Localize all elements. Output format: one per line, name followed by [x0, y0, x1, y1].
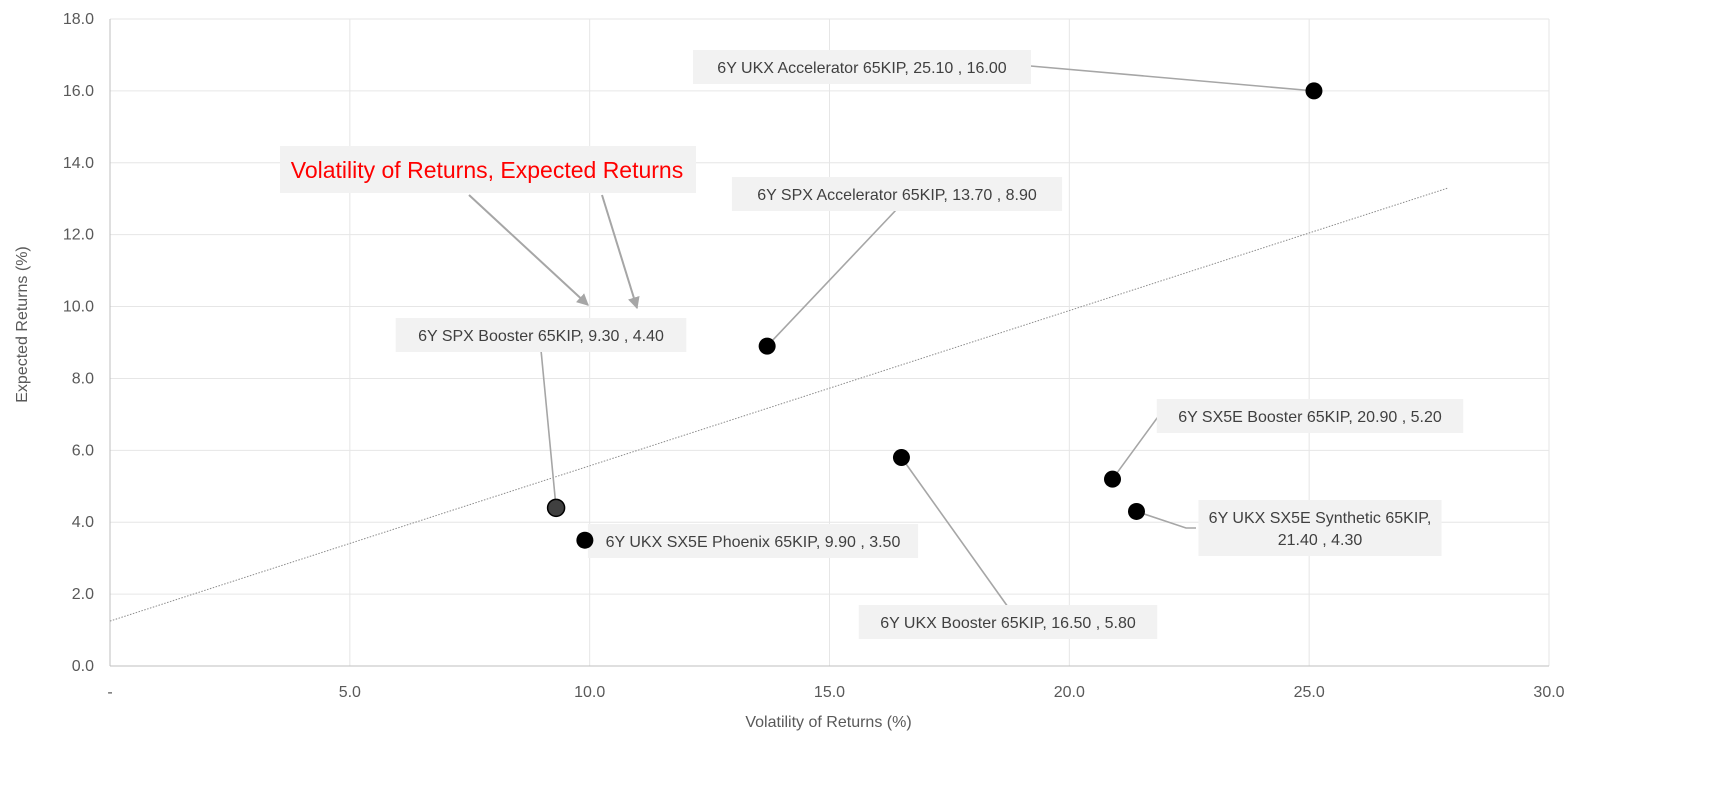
- leader-line: [540, 349, 557, 508]
- data-label: 6Y UKX SX5E Synthetic 65KIP,: [1209, 510, 1432, 527]
- data-label-box: [858, 605, 1158, 639]
- x-tick-label: -: [107, 684, 112, 701]
- leader-line: [1136, 510, 1196, 529]
- x-tick-label: 30.0: [1533, 684, 1564, 701]
- data-label-box: [731, 177, 1063, 211]
- y-tick-label: 16.0: [63, 83, 94, 100]
- y-tick-label: 18.0: [63, 11, 94, 28]
- leader-line: [900, 457, 1009, 608]
- annotation-box: [280, 146, 696, 193]
- data-label-box: [1156, 399, 1464, 433]
- leader-line: [1018, 64, 1315, 92]
- data-label: 6Y SX5E Booster 65KIP, 20.90 , 5.20: [1178, 409, 1442, 426]
- data-label-box: [395, 318, 687, 352]
- y-tick-label: 2.0: [72, 586, 94, 603]
- data-point: [1104, 470, 1122, 488]
- y-tick-label: 10.0: [63, 299, 94, 316]
- y-tick-label: 14.0: [63, 155, 94, 172]
- data-point: [1305, 82, 1323, 100]
- data-label-box: [1198, 500, 1442, 556]
- data-label: 6Y UKX Accelerator 65KIP, 25.10 , 16.00: [717, 60, 1006, 77]
- x-tick-label: 20.0: [1054, 684, 1085, 701]
- data-label: 6Y SPX Booster 65KIP, 9.30 , 4.40: [418, 328, 664, 345]
- data-label: 21.40 , 4.30: [1278, 532, 1363, 549]
- data-point: [1127, 502, 1145, 520]
- trendline-line: [109, 187, 1449, 622]
- trendline: [109, 187, 1449, 622]
- data-label-box: [693, 50, 1031, 84]
- data-label-box: [587, 524, 919, 558]
- data-point: [546, 498, 566, 518]
- gridlines: [110, 18, 1550, 666]
- annotation: Volatility of Returns, Expected Returns: [280, 146, 696, 310]
- y-tick-label: 0.0: [72, 658, 94, 675]
- axes: 0.0 2.0 4.0 6.0 8.0 10.0 12.0 14.0 16.0 18.0 - 5.0 1…: [63, 11, 1565, 701]
- data-point: [758, 337, 776, 355]
- data-label: 6Y SPX Accelerator 65KIP, 13.70 , 8.90: [757, 187, 1037, 204]
- annotation-arrow: [601, 194, 640, 310]
- x-tick-label: 5.0: [339, 684, 361, 701]
- x-axis-title: Volatility of Returns (%): [745, 714, 911, 731]
- annotation-arrow: [468, 194, 589, 306]
- x-tick-label: 25.0: [1294, 684, 1325, 701]
- y-tick-label: 6.0: [72, 442, 94, 459]
- x-tick-label: 10.0: [574, 684, 605, 701]
- data-label: 6Y UKX SX5E Phoenix 65KIP, 9.90 , 3.50: [606, 534, 901, 551]
- data-label: 6Y UKX Booster 65KIP, 16.50 , 5.80: [880, 615, 1136, 632]
- y-axis-title: Expected Returns (%): [14, 246, 31, 403]
- y-tick-label: 12.0: [63, 227, 94, 244]
- y-tick-label: 8.0: [72, 370, 94, 387]
- data-point: [576, 531, 594, 549]
- annotation-text: Volatility of Returns, Expected Returns: [291, 157, 683, 183]
- data-points: [546, 82, 1323, 549]
- data-labels: 6Y UKX Accelerator 65KIP, 25.10 , 16.00 6…: [395, 50, 1464, 639]
- x-tick-label: 15.0: [814, 684, 845, 701]
- data-point: [892, 449, 910, 467]
- y-tick-label: 4.0: [72, 514, 94, 531]
- leader-line: [766, 208, 898, 347]
